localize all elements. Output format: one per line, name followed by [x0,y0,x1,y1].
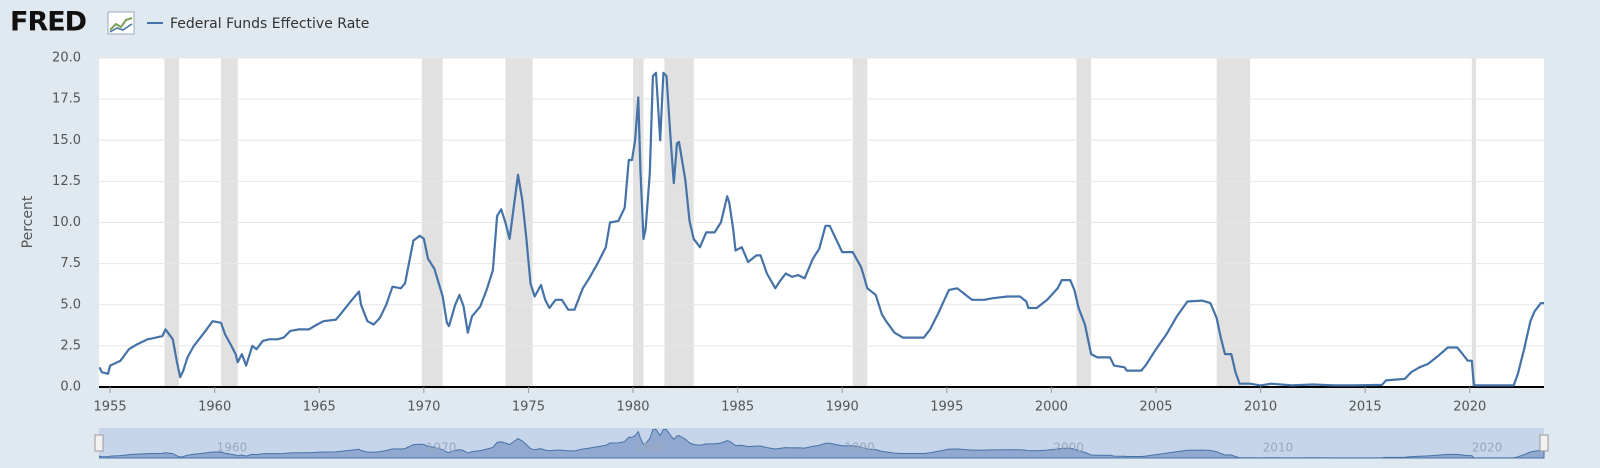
navigator-label: 1960 [217,441,248,455]
x-tick-label: 1975 [512,400,545,415]
y-tick-label: 10.0 [52,215,81,230]
x-tick-label: 1985 [721,400,754,415]
y-tick-label: 0.0 [60,380,81,395]
x-tick-label: 2000 [1035,400,1068,415]
navigator-label: 1990 [844,441,875,455]
navigator-handle [1539,434,1549,452]
logo: FRED [10,7,86,38]
x-tick-label: 2005 [1139,400,1172,415]
x-tick-label: 1955 [94,400,127,415]
navigator-area [99,428,1545,459]
x-tick-label: 1995 [930,400,963,415]
x-tick-label: 2015 [1349,400,1382,415]
navigator-label: 1980 [635,441,666,455]
x-tick-label: 1980 [616,400,649,415]
x-tick-label: 2010 [1244,400,1277,415]
y-tick-label: 5.0 [60,297,81,312]
x-tick-label: 1990 [826,400,859,415]
legend-label: Federal Funds Effective Rate [170,16,369,32]
navigator-label: 2010 [1263,441,1294,455]
x-tick-label: 1965 [303,400,336,415]
data-line [98,71,1544,387]
navigator-label: 2020 [1472,441,1503,455]
logo-icon [107,11,135,35]
x-tick-label: 1960 [198,400,231,415]
y-tick-label: 15.0 [52,133,81,148]
navigator-handle [94,434,104,452]
y-tick-label: 20.0 [52,51,81,66]
navigator-label: 2000 [1053,441,1084,455]
y-axis-label: Percent [20,195,36,248]
x-tick-label: 1970 [407,400,440,415]
y-tick-label: 7.5 [60,256,81,271]
y-tick-label: 17.5 [52,92,81,107]
y-tick-label: 12.5 [52,174,81,189]
navigator-label: 1970 [426,441,457,455]
x-tick-label: 2020 [1453,400,1486,415]
y-tick-label: 2.5 [60,338,81,353]
